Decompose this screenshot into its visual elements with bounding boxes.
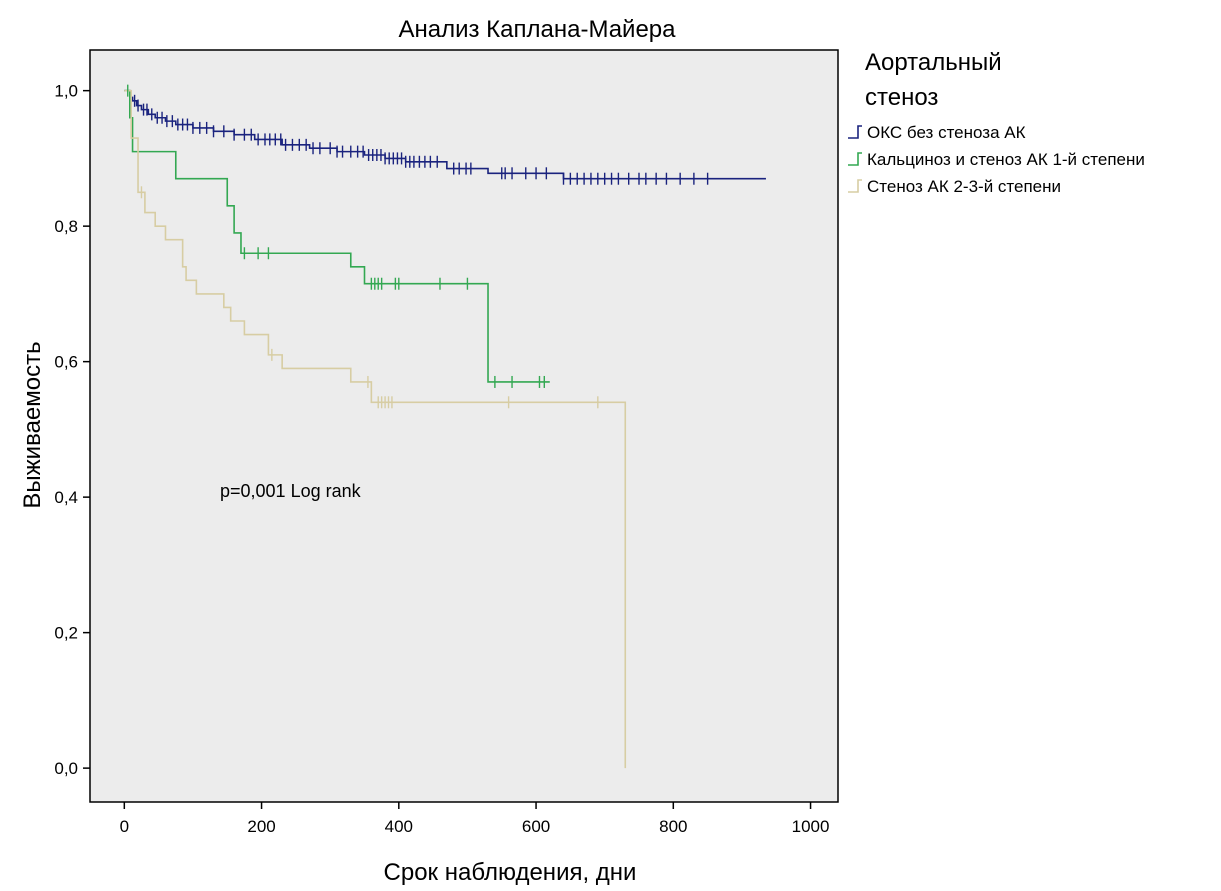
legend-label-series-1: ОКС без стеноза АК [867,123,1026,142]
legend-label-series-2: Кальциноз и стеноз АК 1-й степени [867,150,1145,169]
legend-swatch-series-2 [848,152,862,166]
x-tick-label: 800 [659,817,687,836]
x-tick-label: 1000 [792,817,830,836]
y-tick-label: 0,0 [54,759,78,778]
y-tick-label: 0,4 [54,488,78,507]
x-axis-label: Срок наблюдения, дни [384,859,637,886]
censor-marks [127,84,709,409]
survival-curve-series-2 [124,89,550,383]
y-axis-label: Выживаемость [19,341,46,508]
legend-title-line-1: Аортальный [865,49,1002,76]
x-tick-label: 0 [120,817,129,836]
chart-title: Анализ Каплана-Майера [398,16,676,43]
log-rank-annotation: p=0,001 Log rank [220,481,362,501]
y-tick-label: 0,2 [54,624,78,643]
legend-title-line-2: стеноз [865,84,938,111]
y-tick-label: 0,8 [54,217,78,236]
axes: 0 200 400 600 800 1000 0,0 0,2 0,4 0,6 0,8 1,0 [54,82,829,836]
x-tick-label: 200 [247,817,275,836]
legend-label-series-3: Стеноз АК 2-3-й степени [867,177,1061,196]
survival-curve-series-3 [124,89,627,769]
x-tick-label: 600 [522,817,550,836]
y-tick-label: 0,6 [54,353,78,372]
legend: Аортальный стеноз ОКС без стеноза АК Каль… [848,49,1145,196]
legend-swatch-series-1 [848,125,862,139]
legend-swatch-series-3 [848,179,862,193]
x-tick-label: 400 [385,817,413,836]
y-tick-label: 1,0 [54,82,78,101]
plot-area [89,49,839,803]
legend-items: ОКС без стеноза АК Кальциноз и стеноз АК … [848,123,1145,196]
